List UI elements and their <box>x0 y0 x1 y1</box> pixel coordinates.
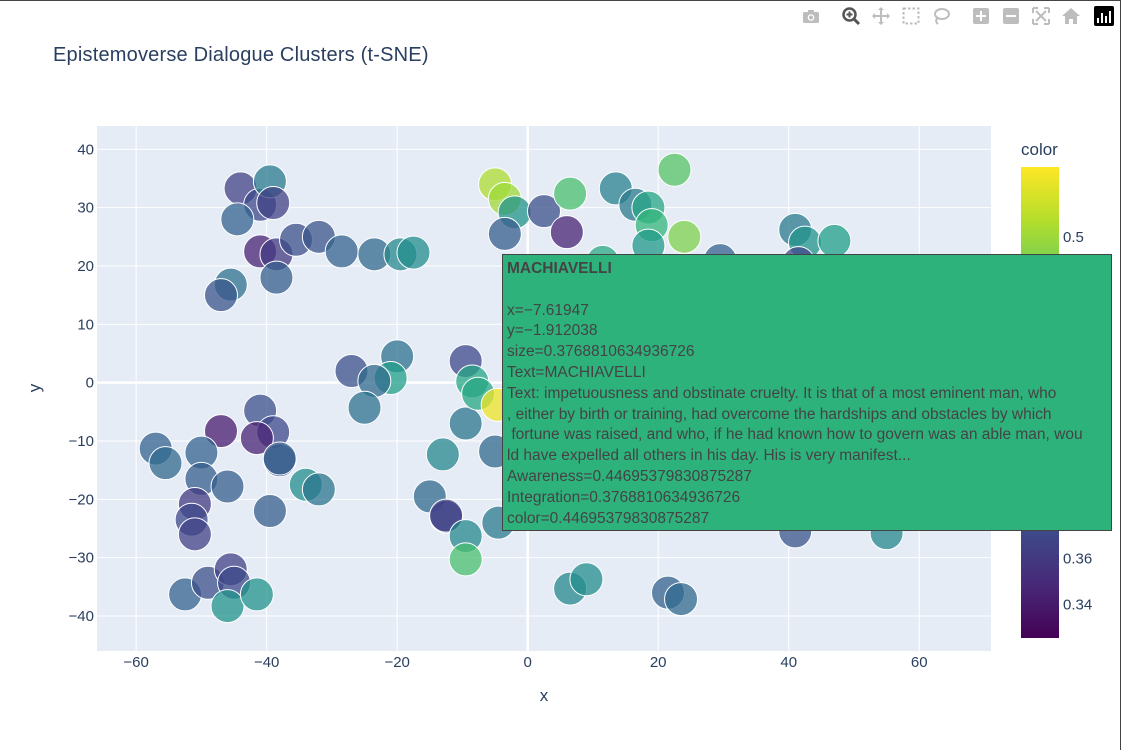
data-point[interactable] <box>177 517 212 552</box>
modebar <box>796 5 1114 27</box>
hover-line: Text: impetuousness and obstinate cruelt… <box>507 384 1083 465</box>
x-tick-label: 40 <box>780 654 797 671</box>
data-point[interactable] <box>239 421 274 456</box>
y-tick-label: 0 <box>86 375 94 392</box>
data-point[interactable] <box>203 278 238 313</box>
data-point[interactable] <box>210 469 245 504</box>
data-point[interactable] <box>487 216 522 251</box>
data-point[interactable] <box>448 406 483 441</box>
y-tick-label: −10 <box>69 433 94 450</box>
data-point[interactable] <box>448 542 483 577</box>
colorbar-tick-label: 0.5 <box>1063 229 1084 246</box>
data-point[interactable] <box>210 589 245 624</box>
data-point[interactable] <box>256 186 291 220</box>
data-point[interactable] <box>396 235 431 270</box>
colorbar-tick-label: 0.34 <box>1063 597 1092 614</box>
colorbar-title: color <box>1021 140 1058 159</box>
hover-tooltip: MACHIAVELLI x=−7.61947 y=−1.912038 size=0.… <box>502 254 1112 531</box>
data-point[interactable] <box>301 472 336 507</box>
plotly-logo-icon[interactable] <box>1094 6 1114 26</box>
x-tick-label: −40 <box>254 654 279 671</box>
data-point[interactable] <box>259 260 294 295</box>
x-tick-label: −60 <box>123 654 148 671</box>
y-tick-label: 10 <box>77 316 94 333</box>
colorbar-tick-label: 0.36 <box>1063 551 1092 568</box>
x-tick-label: 20 <box>650 654 667 671</box>
data-point[interactable] <box>239 577 274 612</box>
hover-line: color=0.44695379830875287 <box>507 509 710 527</box>
autoscale-icon[interactable] <box>1026 5 1056 27</box>
data-point[interactable] <box>262 441 297 476</box>
y-axis-title: y <box>25 383 44 392</box>
y-tick-label: −20 <box>69 491 94 508</box>
data-point[interactable] <box>148 446 183 481</box>
hover-line: Awareness=0.44695379830875287 <box>507 467 752 485</box>
pan-icon[interactable] <box>866 5 896 27</box>
hover-name: MACHIAVELLI <box>507 260 612 277</box>
zoom-out-icon[interactable] <box>996 5 1026 27</box>
data-point[interactable] <box>203 414 238 449</box>
data-point[interactable] <box>553 176 588 211</box>
data-point[interactable] <box>324 234 359 269</box>
chart-title: Epistemoverse Dialogue Clusters (t-SNE) <box>53 44 429 66</box>
y-tick-label: 20 <box>77 258 94 275</box>
data-point[interactable] <box>425 437 460 472</box>
home-icon[interactable] <box>1056 5 1086 27</box>
data-points <box>138 152 904 624</box>
hover-line: Integration=0.3768810634936726 <box>507 488 741 506</box>
x-tick-label: 0 <box>524 654 532 671</box>
data-point[interactable] <box>527 194 561 229</box>
hover-line: size=0.3768810634936726 <box>507 343 695 361</box>
zoom-icon[interactable] <box>836 5 866 27</box>
camera-icon[interactable] <box>796 5 826 27</box>
hover-line: y=−1.912038 <box>507 322 598 340</box>
x-axis-title: x <box>540 686 549 705</box>
y-tick-label: 30 <box>77 200 94 217</box>
x-tick-label: −20 <box>384 654 409 671</box>
data-point[interactable] <box>252 494 287 528</box>
data-point[interactable] <box>667 219 702 254</box>
data-point[interactable] <box>664 582 699 617</box>
data-point[interactable] <box>347 390 382 425</box>
y-tick-label: 40 <box>77 141 94 158</box>
zoom-in-icon[interactable] <box>966 5 996 27</box>
y-tick-label: −30 <box>69 550 94 567</box>
hover-line: x=−7.61947 <box>507 301 589 319</box>
data-point[interactable] <box>817 223 852 258</box>
data-point[interactable] <box>569 562 604 597</box>
data-point[interactable] <box>657 152 692 187</box>
lasso-icon[interactable] <box>926 5 956 27</box>
y-tick-label: −40 <box>69 608 94 625</box>
tick-labels: −60 −40 −20 0 20 40 60 −40 −30 −20 −10 0 10 20 30 40 <box>69 141 928 671</box>
data-point[interactable] <box>220 202 255 237</box>
x-tick-label: 60 <box>911 654 928 671</box>
box-select-icon[interactable] <box>896 5 926 27</box>
data-point[interactable] <box>549 215 584 250</box>
hover-line: Text=MACHIAVELLI <box>507 363 646 381</box>
